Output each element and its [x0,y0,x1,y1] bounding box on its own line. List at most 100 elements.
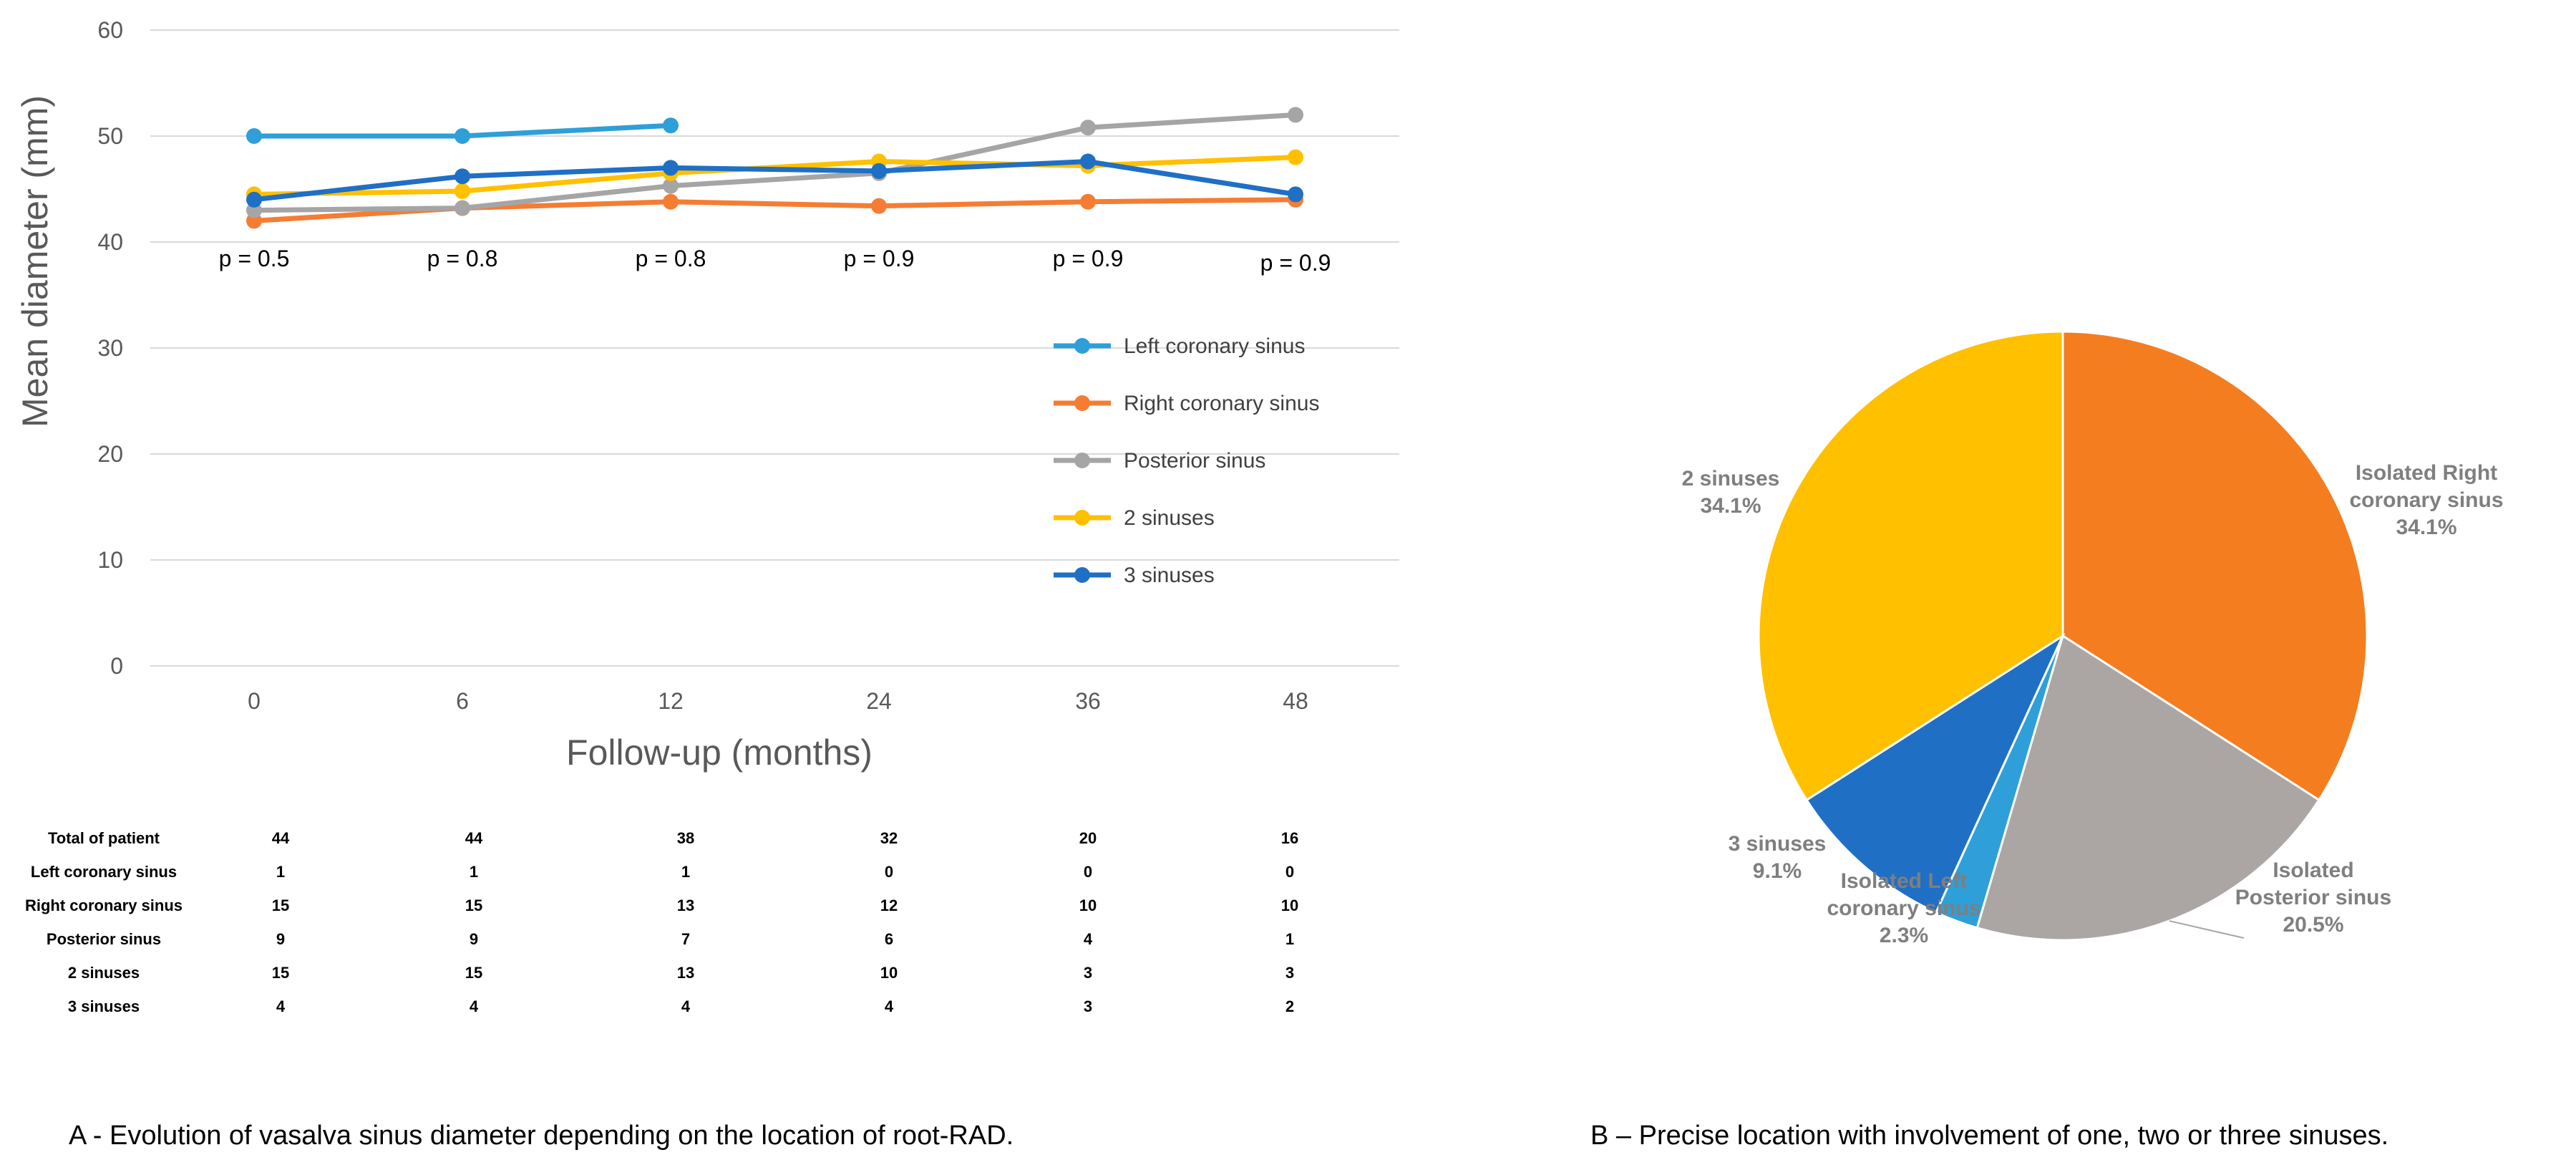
pie-label-pct-2-sinuses: 34.1% [1700,494,1761,518]
p-value-6: p = 0.8 [427,246,498,271]
legend: Left coronary sinus Right coronary sinus P… [1054,334,1319,587]
table-cell-total-of-patient-6: 44 [465,829,483,847]
p-value-24: p = 0.9 [844,246,915,271]
table-cell-left-coronary-sinus-48: 0 [1285,863,1294,881]
table-cell-posterior-sinus-12: 7 [681,930,690,948]
table-cell-total-of-patient-24: 32 [880,829,898,847]
series-3-sinuses [246,153,1303,208]
table-cell-posterior-sinus-6: 9 [470,930,478,948]
point-3-sinuses-24 [871,163,887,179]
x-tick-labels: 0 6 12 24 36 48 [248,688,1308,714]
table-cell-right-coronary-sinus-0: 15 [272,896,289,914]
table-cell-3-sinuses-6: 4 [470,997,479,1015]
legend-label-posterior-sinus: Posterior sinus [1124,449,1265,473]
pie-label-line-isolated-left-coronary-sinus: Isolated Left [1841,869,1968,893]
point-2-sinuses-6 [455,183,470,199]
point-posterior-sinus-6 [455,200,470,216]
table-cell-right-coronary-sinus-36: 10 [1079,896,1097,914]
table-cell-2-sinuses-36: 3 [1084,964,1092,982]
pie-label-isolated-left-coronary-sinus: Isolated Left coronary sinus 2.3% [1827,869,1980,947]
pie-label-pct-isolated-left-coronary-sinus: 2.3% [1880,924,1928,947]
caption-b: B – Precise location with involvement of… [1590,1121,2388,1151]
table-cell-total-of-patient-48: 16 [1281,829,1298,847]
y-tick-0: 0 [110,653,123,679]
pie-labels: Isolated Right coronary sinus 34.1%Isolate… [1682,461,2504,947]
pie-label-line-isolated-posterior-sinus: Posterior sinus [2235,886,2391,909]
pie-slices [1757,330,2368,942]
table-cell-3-sinuses-48: 2 [1285,997,1294,1015]
pie-label-line-isolated-left-coronary-sinus: coronary sinus [1827,896,1980,920]
x-tick-0: 0 [248,688,261,714]
table-cell-total-of-patient-12: 38 [677,829,694,847]
pie-slice-3-sinuses [1805,632,2066,914]
point-left-coronary-sinus-0 [246,128,262,144]
p-value-12: p = 0.8 [636,246,706,271]
legend-marker-left-coronary-sinus [1074,338,1090,354]
p-value-annotations: p = 0.5 p = 0.8 p = 0.8 p = 0.9 p = 0.9 p = 0… [219,246,1331,276]
point-left-coronary-sinus-12 [663,117,679,134]
point-right-coronary-sinus-36 [1080,193,1096,210]
y-tick-20: 20 [97,441,123,467]
series-line-posterior-sinus [253,112,1296,213]
table-row-label-total-of-patient: Total of patient [48,829,160,847]
table-row-label-posterior-sinus: Posterior sinus [47,930,161,948]
series-lines [246,107,1303,229]
point-3-sinuses-0 [246,191,262,208]
series-2-sinuses [246,149,1303,203]
table-cell-posterior-sinus-48: 1 [1285,930,1294,948]
y-tick-10: 10 [97,547,123,573]
pie-chart: Isolated Right coronary sinus 34.1%Isolate… [1682,330,2504,947]
p-value-0: p = 0.5 [219,246,290,271]
y-tick-30: 30 [97,335,123,361]
table-cell-2-sinuses-48: 3 [1285,964,1294,982]
x-tick-24: 24 [866,688,892,714]
legend-marker-right-coronary-sinus [1074,395,1090,411]
y-axis-title: Mean diameter (mm) [15,95,55,427]
table-row-label-right-coronary-sinus: Right coronary sinus [25,896,183,914]
table-cell-left-coronary-sinus-6: 1 [470,863,478,881]
series-left-coronary-sinus [246,117,679,144]
point-3-sinuses-6 [455,168,470,185]
pie-label-3-sinuses: 3 sinuses 9.1% [1729,832,1827,883]
pie-slice-2-sinuses [1757,330,2064,802]
table-cell-left-coronary-sinus-0: 1 [276,863,285,881]
table-row-label-2-sinuses: 2 sinuses [68,964,140,982]
table-cell-3-sinuses-36: 3 [1084,997,1092,1015]
table-cell-left-coronary-sinus-12: 1 [681,863,690,881]
point-posterior-sinus-48 [1288,107,1303,123]
legend-marker-posterior-sinus [1074,453,1090,468]
table-cell-3-sinuses-0: 4 [276,997,286,1015]
x-axis-title: Follow-up (months) [566,733,873,773]
table-cell-left-coronary-sinus-36: 0 [1084,863,1092,881]
table-cell-right-coronary-sinus-48: 10 [1281,896,1298,914]
pie-label-isolated-posterior-sinus: Isolated Posterior sinus 20.5% [2235,859,2391,937]
table-cell-right-coronary-sinus-24: 12 [880,896,898,914]
pie-label-line-isolated-right-coronary-sinus: Isolated Right [2356,461,2497,485]
legend-label-left-coronary-sinus: Left coronary sinus [1124,334,1305,358]
point-right-coronary-sinus-24 [871,198,887,214]
point-3-sinuses-12 [663,160,679,176]
series-line-2-sinuses [253,155,1296,197]
point-posterior-sinus-36 [1080,120,1096,136]
legend-label-3-sinuses: 3 sinuses [1124,564,1215,587]
pie-label-pct-3-sinuses: 9.1% [1753,859,1802,883]
legend-label-right-coronary-sinus: Right coronary sinus [1124,392,1319,415]
point-posterior-sinus-12 [663,178,679,194]
pie-slice-isolated-right-coronary-sinus [2061,330,2368,802]
table-cell-posterior-sinus-24: 6 [885,930,893,948]
y-tick-40: 40 [97,229,123,255]
table-cell-3-sinuses-12: 4 [681,997,691,1015]
pie-label-isolated-right-coronary-sinus: Isolated Right coronary sinus 34.1% [2349,461,2503,539]
caption-a: A - Evolution of vasalva sinus diameter … [69,1121,1014,1151]
x-tick-12: 12 [658,688,684,714]
pie-leader-isolated-posterior-sinus [2169,920,2245,939]
p-value-48: p = 0.9 [1260,250,1331,276]
table-cell-posterior-sinus-36: 4 [1084,930,1093,948]
p-value-36: p = 0.9 [1053,246,1124,271]
legend-marker-2-sinuses [1074,510,1090,526]
table-cell-2-sinuses-24: 10 [880,964,898,982]
point-2-sinuses-48 [1288,149,1303,165]
